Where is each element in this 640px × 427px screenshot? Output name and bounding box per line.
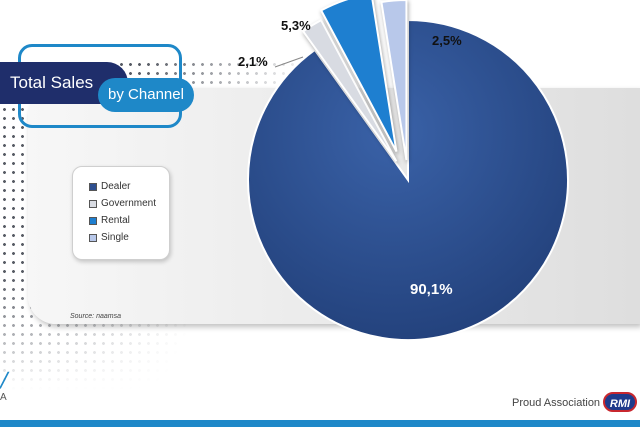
legend-swatch-dealer — [89, 182, 97, 191]
corner-logo-mark: ╱ — [0, 372, 9, 388]
slice-label-government: 2,1% — [238, 54, 268, 69]
slice-label-dealer: 90,1% — [410, 281, 453, 298]
corner-logo-letter: A — [0, 392, 7, 403]
page-subtitle: by Channel — [98, 78, 194, 112]
slice-label-single: 2,5% — [432, 33, 462, 48]
pie-slice-single — [380, 0, 408, 161]
pie-slice-government — [301, 18, 398, 162]
footer-text: Proud Association of — [512, 397, 613, 409]
legend-item-dealer: Dealer — [89, 181, 130, 192]
legend-item-single: Single — [89, 232, 129, 243]
legend-label-government: Government — [101, 198, 157, 209]
legend-swatch-government — [89, 199, 97, 208]
leader-line-government — [274, 56, 304, 68]
chart-legend: Dealer Government Rental Single — [72, 166, 170, 260]
pie-slice-rental — [319, 0, 398, 153]
legend-item-rental: Rental — [89, 215, 130, 226]
legend-swatch-rental — [89, 216, 97, 225]
rmi-logo: RMI — [603, 392, 637, 412]
slice-label-rental: 5,3% — [281, 18, 311, 33]
source-note: Source: naamsa — [70, 313, 121, 320]
legend-label-dealer: Dealer — [101, 181, 131, 192]
legend-swatch-single — [89, 233, 97, 242]
legend-label-rental: Rental — [101, 215, 130, 226]
pie-slice-dealer — [247, 18, 569, 341]
legend-label-single: Single — [101, 232, 129, 243]
legend-item-government: Government — [89, 198, 156, 209]
bottom-accent-bar — [0, 420, 640, 427]
